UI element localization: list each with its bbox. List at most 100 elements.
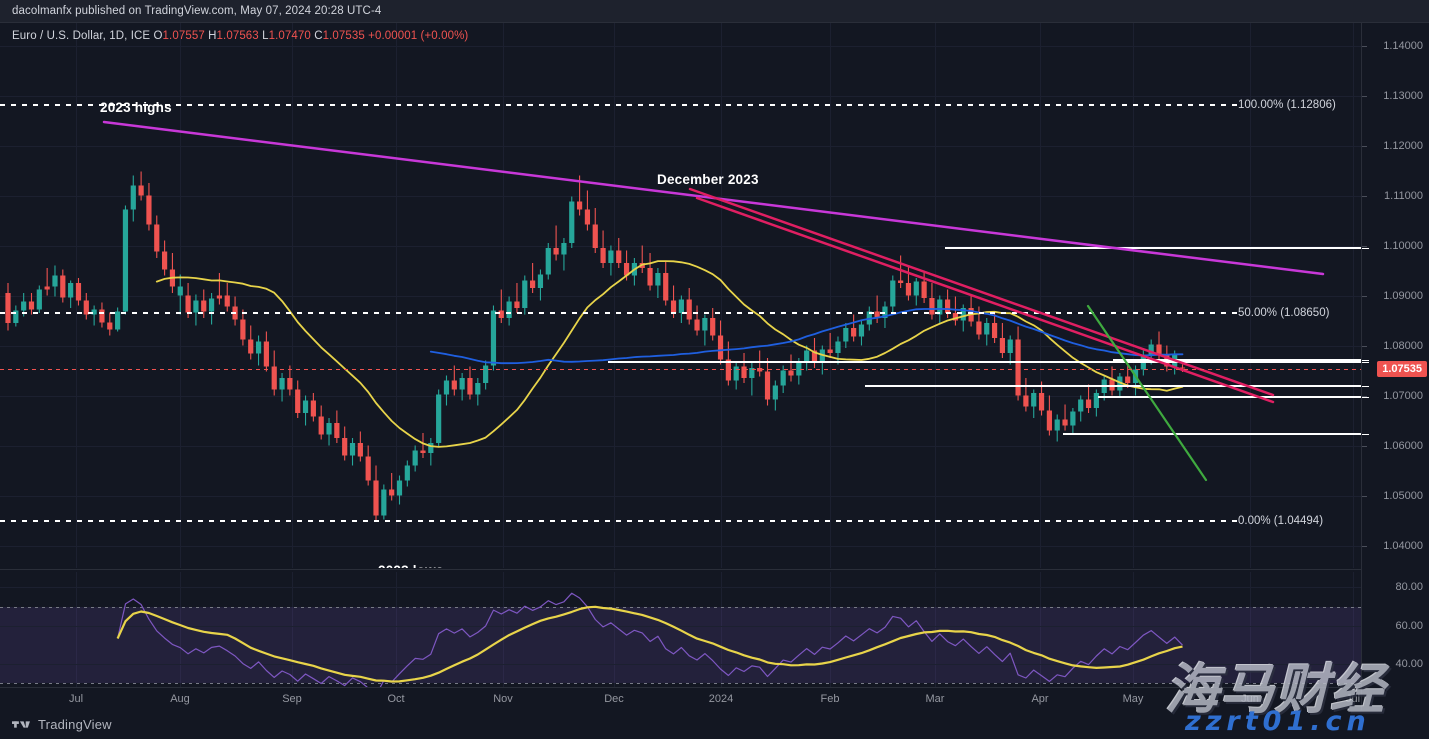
rsi-line xyxy=(117,592,1183,687)
support-resistance-line xyxy=(945,247,1361,249)
legend-low-value: 1.07470 xyxy=(268,30,311,42)
grid-line-horizontal xyxy=(0,545,1361,547)
price-axis-label: 1.10000 xyxy=(1383,239,1423,252)
trendline-april-downtrend[interactable] xyxy=(1086,304,1208,482)
legend-close-key: C xyxy=(314,30,323,42)
legend-symbol[interactable]: Euro / U.S. Dollar, 1D, ICE xyxy=(12,30,151,42)
grid-line-vertical xyxy=(1250,23,1251,568)
grid-line-vertical xyxy=(830,572,831,687)
trendline-bear-channel-lower[interactable] xyxy=(695,196,1275,404)
time-axis-label: Jun xyxy=(1241,693,1259,705)
time-axis-label: 2024 xyxy=(708,693,734,705)
current-price-tag: 1.07535 xyxy=(1377,360,1427,377)
chart-annotation: 2023 lows xyxy=(378,563,444,568)
grid-line-vertical xyxy=(1353,572,1354,687)
grid-line-vertical xyxy=(935,572,936,687)
price-axis-tick xyxy=(1362,362,1369,363)
pane-separator xyxy=(0,569,1361,570)
time-axis-label: Dec xyxy=(604,693,624,705)
legend-high-value: 1.07563 xyxy=(216,30,259,42)
legend-change: +0.00001 (+0.00%) xyxy=(368,30,469,42)
legend-open-key: O xyxy=(153,30,163,42)
chart-legend: Euro / U.S. Dollar, 1D, ICE O1.07557 H1.… xyxy=(12,30,468,42)
grid-line-vertical xyxy=(503,23,504,568)
grid-line-horizontal xyxy=(0,195,1361,197)
rsi-pane[interactable] xyxy=(0,572,1361,687)
rsi-overbought-oversold-band xyxy=(0,606,1361,684)
legend-high-key: H xyxy=(208,30,217,42)
support-resistance-line xyxy=(1113,358,1361,361)
price-axis-label: 1.09000 xyxy=(1383,289,1423,302)
grid-line-vertical xyxy=(1040,572,1041,687)
time-axis-label: Jul xyxy=(68,693,84,705)
grid-line-horizontal xyxy=(0,395,1361,397)
time-axis-label: Mar xyxy=(925,693,945,705)
grid-line-vertical xyxy=(1353,23,1354,568)
time-axis-label: Oct xyxy=(387,693,405,705)
grid-line-vertical xyxy=(935,23,936,568)
grid-line-horizontal xyxy=(0,445,1361,447)
time-axis-label: Jul xyxy=(1345,693,1361,705)
time-axis[interactable]: Jul Aug Sep Oct Nov Dec 2024 Feb Mar Apr May Jun Jul xyxy=(0,687,1361,710)
grid-line-horizontal xyxy=(0,664,1361,665)
price-axis-tick xyxy=(1362,445,1367,447)
price-pane[interactable]: 100.00% (1.12806) 50.00% (1.08650) 0.00% (… xyxy=(0,23,1361,568)
rsi-level-line xyxy=(0,606,1361,608)
price-axis-tick xyxy=(1362,45,1367,47)
grid-line-horizontal xyxy=(0,295,1361,297)
chart-shell: Euro / U.S. Dollar, 1D, ICE O1.07557 H1.… xyxy=(0,23,1429,710)
time-axis-label: Apr xyxy=(1031,693,1049,705)
grid-line-vertical xyxy=(292,572,293,687)
grid-line-horizontal xyxy=(0,625,1361,627)
price-axis-tick xyxy=(1362,195,1367,197)
grid-line-horizontal xyxy=(0,345,1361,347)
price-axis-tick xyxy=(1362,395,1367,397)
grid-line-horizontal xyxy=(0,587,1361,589)
trendline-bear-channel-upper[interactable] xyxy=(688,187,1275,397)
grid-line-vertical xyxy=(503,572,504,687)
price-axis-label: 1.14000 xyxy=(1383,39,1423,52)
price-axis-label: 1.05000 xyxy=(1383,489,1423,502)
grid-line-vertical xyxy=(721,572,722,687)
grid-line-vertical xyxy=(614,572,615,687)
price-axis-tick xyxy=(1362,396,1369,398)
grid-line-vertical xyxy=(1040,23,1041,568)
price-axis-tick xyxy=(1362,295,1367,297)
price-axis-tick xyxy=(1362,495,1367,497)
price-axis-label: 1.12000 xyxy=(1383,139,1423,152)
grid-line-vertical xyxy=(76,572,77,687)
support-resistance-line xyxy=(1063,432,1361,435)
trendline-group[interactable] xyxy=(0,23,1361,568)
grid-line-vertical xyxy=(830,23,831,568)
price-axis-label: 1.11000 xyxy=(1384,189,1423,202)
tradingview-logo[interactable]: TradingView xyxy=(12,717,112,732)
attribution-text: dacolmanfx published on TradingView.com,… xyxy=(12,5,382,17)
price-axis-tick xyxy=(1362,345,1367,347)
price-axis[interactable]: 1.14000 1.13000 1.12000 1.11000 1.10000 1.090… xyxy=(1361,23,1429,710)
grid-line-vertical xyxy=(180,572,181,687)
fibonacci-label: 50.00% (1.08650) xyxy=(1238,307,1330,319)
legend-open-value: 1.07557 xyxy=(162,30,205,42)
rsi-axis-label: 40.00 xyxy=(1395,658,1423,670)
grid-line-vertical xyxy=(292,23,293,568)
price-axis-tick xyxy=(1362,145,1367,147)
grid-line-horizontal xyxy=(0,245,1361,247)
price-axis-label: 1.13000 xyxy=(1383,89,1423,102)
footer-bar: TradingView xyxy=(0,710,1429,739)
price-axis-tick xyxy=(1362,385,1369,387)
price-axis-label: 1.07000 xyxy=(1383,389,1423,402)
fibonacci-label: 100.00% (1.12806) xyxy=(1238,99,1336,112)
fibonacci-label: 0.00% (1.04494) xyxy=(1238,514,1324,527)
rsi-axis-label: 80.00 xyxy=(1395,581,1423,594)
tradingview-mark-icon xyxy=(12,721,30,728)
support-resistance-line xyxy=(865,384,1361,387)
grid-line-vertical xyxy=(396,572,397,687)
fibonacci-line xyxy=(0,104,1242,107)
chart-annotation: 2023 highs xyxy=(100,100,172,115)
grid-line-vertical xyxy=(721,23,722,568)
price-axis-label: 1.04000 xyxy=(1383,539,1423,552)
grid-line-horizontal xyxy=(0,495,1361,497)
time-axis-label: Sep xyxy=(282,693,302,705)
grid-line-vertical xyxy=(1133,572,1134,687)
